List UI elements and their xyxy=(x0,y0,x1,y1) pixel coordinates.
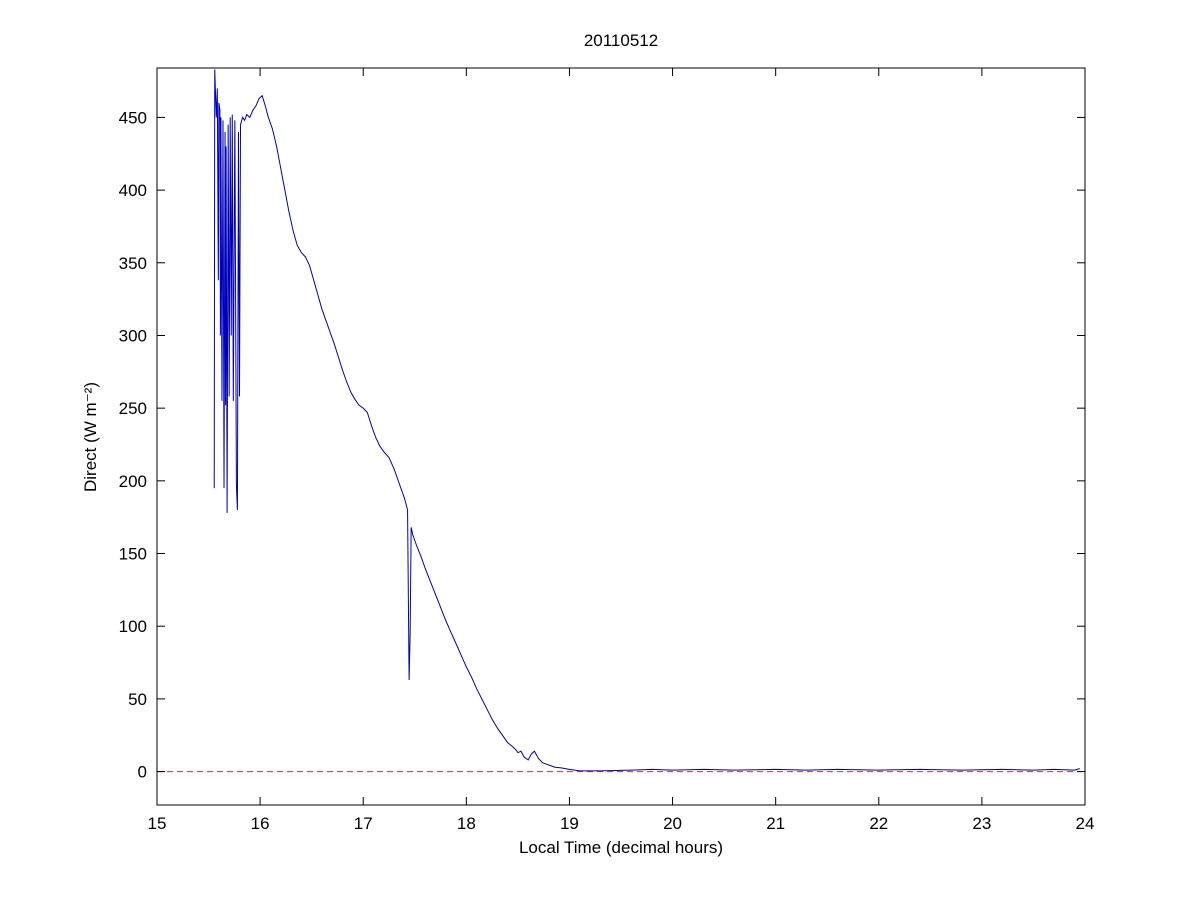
y-tick-label: 150 xyxy=(119,545,147,564)
x-tick-label: 21 xyxy=(766,814,785,833)
tick-marks xyxy=(156,68,1086,805)
tick-labels: 15 16 17 18 19 20 21 22 23 24 0 50 100 150 200 250 300 35… xyxy=(119,108,1095,833)
y-tick-label: 50 xyxy=(128,690,147,709)
x-tick-label: 17 xyxy=(354,814,373,833)
y-axis-label: Direct (W m⁻²) xyxy=(81,382,100,492)
y-tick-label: 0 xyxy=(138,763,147,782)
x-tick-label: 18 xyxy=(457,814,476,833)
y-tick-label: 450 xyxy=(119,108,147,127)
y-tick-label: 400 xyxy=(119,181,147,200)
chart-title: 20110512 xyxy=(584,31,658,50)
y-tick-label: 100 xyxy=(119,617,147,636)
x-tick-label: 20 xyxy=(663,814,682,833)
y-tick-label: 200 xyxy=(119,472,147,491)
x-tick-label: 22 xyxy=(869,814,888,833)
y-tick-label: 250 xyxy=(119,399,147,418)
x-tick-label: 24 xyxy=(1076,814,1095,833)
y-tick-label: 300 xyxy=(119,326,147,345)
axes-box xyxy=(156,67,1086,806)
x-tick-label: 16 xyxy=(251,814,270,833)
x-axis-label: Local Time (decimal hours) xyxy=(519,838,723,857)
y-tick-label: 350 xyxy=(119,254,147,273)
x-tick-label: 23 xyxy=(972,814,991,833)
x-tick-label: 15 xyxy=(148,814,167,833)
x-tick-label: 19 xyxy=(560,814,579,833)
direct-series-line xyxy=(213,69,1080,772)
